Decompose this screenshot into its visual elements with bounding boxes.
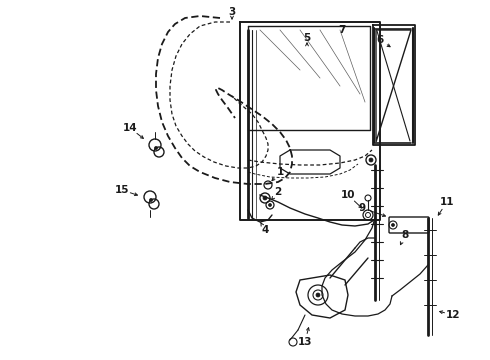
Text: 14: 14	[122, 123, 137, 133]
Text: 12: 12	[446, 310, 460, 320]
Circle shape	[263, 196, 267, 200]
Text: 5: 5	[303, 33, 311, 43]
Text: 9: 9	[359, 203, 366, 213]
Text: 15: 15	[115, 185, 129, 195]
Circle shape	[149, 198, 152, 202]
Text: 7: 7	[338, 25, 345, 35]
Circle shape	[154, 147, 157, 149]
Text: 11: 11	[440, 197, 454, 207]
Text: 4: 4	[261, 225, 269, 235]
Text: 3: 3	[228, 7, 236, 17]
Text: 6: 6	[376, 35, 384, 45]
Text: 8: 8	[401, 230, 409, 240]
Text: 2: 2	[274, 187, 282, 197]
Text: 1: 1	[276, 167, 284, 177]
Circle shape	[316, 293, 320, 297]
Text: 10: 10	[341, 190, 355, 200]
Circle shape	[369, 158, 373, 162]
Circle shape	[392, 224, 394, 226]
Circle shape	[269, 203, 271, 207]
Text: 13: 13	[298, 337, 312, 347]
